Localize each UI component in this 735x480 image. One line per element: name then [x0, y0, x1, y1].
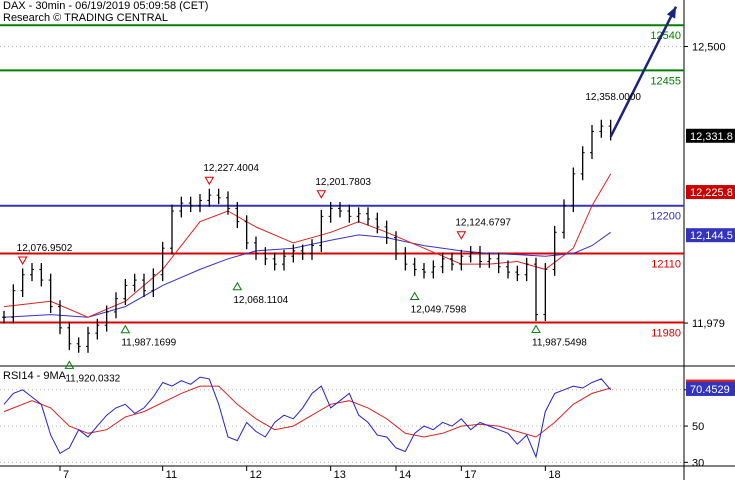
last-high-label: 12,358.0000: [585, 92, 641, 103]
current-value-label: 12,225.8: [690, 187, 733, 199]
time-axis-label: 7: [63, 469, 69, 480]
swing-high-label: 12,076.9502: [17, 243, 73, 254]
time-axis-label: 12: [250, 469, 262, 480]
swing-low-marker: [120, 324, 131, 334]
current-value-label: 12,144.5: [690, 230, 733, 242]
swing-low-marker: [531, 324, 541, 334]
swing-low-marker: [232, 281, 243, 291]
projection-arrow-head: [666, 6, 676, 19]
price-axis-label: 11,979: [692, 318, 725, 330]
swing-low-label: 12,049.7598: [411, 304, 467, 315]
swing-low-label: 11,920.0332: [65, 373, 120, 384]
swing-high-marker: [17, 256, 28, 266]
swing-high-label: 12,201.7803: [315, 177, 371, 188]
level-label-11980: 11980: [651, 328, 681, 340]
rsi-axis-label: 30: [692, 457, 704, 469]
time-axis-label: 11: [166, 469, 177, 480]
swing-high-marker: [316, 190, 327, 199]
rsi-current-marker: [686, 381, 735, 396]
projection-arrow-line: [609, 6, 678, 138]
swing-low-marker: [409, 291, 420, 300]
time-axis-label: 13: [334, 469, 346, 480]
time-axis-label: 18: [548, 469, 560, 480]
swing-high-label: 12,124.6797: [455, 218, 511, 229]
current-value-marker: [686, 185, 735, 200]
price-axis-label: 12,500: [692, 41, 726, 53]
chart-header-credit: Research © TRADING CENTRAL: [3, 12, 168, 24]
current-value-label: 12,331.8: [690, 131, 733, 143]
swing-high-marker: [456, 231, 467, 240]
level-label-12110: 12110: [651, 259, 681, 271]
rsi-line: [3, 376, 612, 459]
rsi-axis-label: 50: [692, 421, 704, 433]
swing-low-marker: [64, 360, 75, 369]
swing-low-label: 12,068.1104: [233, 295, 288, 306]
rsi-ma-line: [3, 385, 611, 438]
time-axis-label: 14: [399, 469, 411, 480]
level-label-12540: 12540: [650, 30, 681, 42]
swing-high-marker: [204, 176, 215, 186]
rsi-title: RSI14 - 9MA: [3, 370, 67, 382]
current-value-marker: [686, 228, 735, 243]
level-label-12455: 12455: [650, 75, 681, 87]
chart-header-title: DAX - 30min - 06/19/2019 05:09:58 (CET): [3, 0, 209, 12]
swing-low-label: 11,987.1699: [121, 338, 176, 349]
ma-short-line: [3, 173, 612, 318]
current-value-marker: [686, 128, 735, 143]
level-label-12200: 12200: [650, 211, 681, 223]
time-axis-label: 17: [464, 469, 476, 480]
ma-long-line: [3, 231, 611, 318]
swing-high-label: 12,227.4004: [203, 163, 259, 174]
swing-low-label: 11,987.5498: [532, 338, 587, 349]
rsi-current-label: 70.4529: [690, 384, 730, 396]
